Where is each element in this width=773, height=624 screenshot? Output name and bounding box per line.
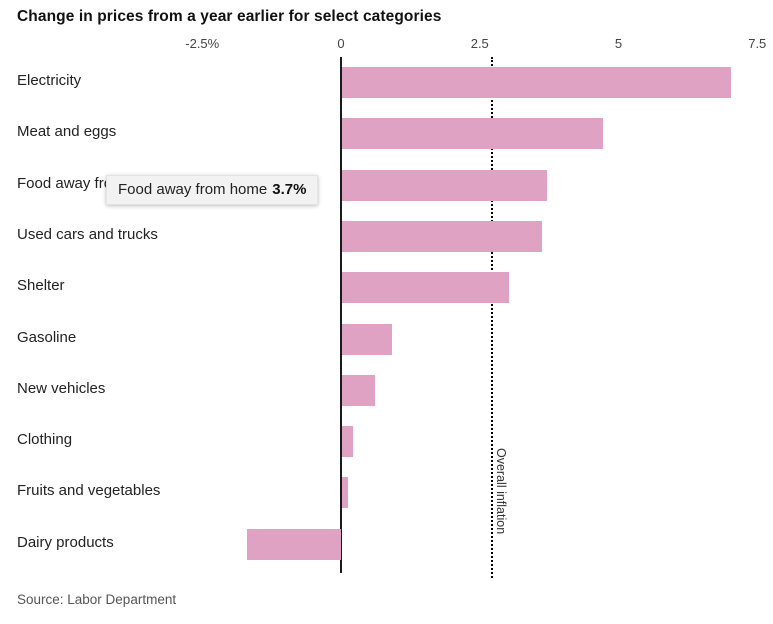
tooltip-value: 3.7%	[272, 181, 307, 198]
overall-inflation-label: Overall inflation	[493, 448, 508, 535]
bar[interactable]	[342, 374, 376, 406]
zero-axis-line	[340, 57, 342, 573]
x-tick: 5	[614, 36, 623, 51]
category-label: Fruits and vegetables	[17, 482, 161, 500]
bar[interactable]	[342, 477, 348, 509]
bar[interactable]	[342, 220, 542, 252]
bar[interactable]	[342, 323, 392, 355]
x-axis: -2.5% 0 2.5 5 7.5	[0, 36, 773, 52]
x-tick: -2.5%	[185, 36, 220, 51]
overall-inflation-line	[490, 57, 493, 578]
x-tick: 0	[337, 36, 345, 51]
chart-row: Fruits and vegetables	[0, 467, 773, 518]
bar[interactable]	[342, 67, 731, 98]
chart-row: Clothing	[0, 416, 773, 467]
chart-row: Gasoline	[0, 314, 773, 365]
x-tick: 2.5	[470, 36, 489, 51]
category-label: Dairy products	[17, 533, 114, 551]
chart-row: New vehicles	[0, 365, 773, 416]
category-label: Meat and eggs	[17, 123, 117, 141]
source-note: Source: Labor Department	[17, 592, 177, 607]
category-label: Electricity	[17, 72, 82, 89]
category-label: Shelter	[17, 277, 65, 295]
bar[interactable]	[246, 528, 341, 560]
bar[interactable]	[342, 426, 354, 458]
tooltip: Food away from home 3.7%	[106, 175, 319, 205]
bar[interactable]	[342, 118, 603, 150]
plot-area: Overall inflation Electricity Meat and eg…	[0, 57, 773, 582]
category-label: Clothing	[17, 431, 73, 449]
chart-row: Electricity	[0, 57, 773, 108]
chart-title: Change in prices from a year earlier for…	[17, 8, 442, 25]
tooltip-label: Food away from home	[118, 181, 268, 198]
bar[interactable]	[342, 272, 509, 304]
category-label: Gasoline	[17, 328, 77, 346]
category-label: Used cars and trucks	[17, 225, 158, 243]
chart-row: Used cars and trucks	[0, 211, 773, 262]
category-label: New vehicles	[17, 379, 106, 397]
chart-row: Meat and eggs	[0, 108, 773, 159]
bar[interactable]	[342, 169, 548, 201]
chart-row: Dairy products	[0, 519, 773, 570]
chart-row: Shelter	[0, 262, 773, 313]
x-tick: 7.5	[748, 36, 767, 51]
